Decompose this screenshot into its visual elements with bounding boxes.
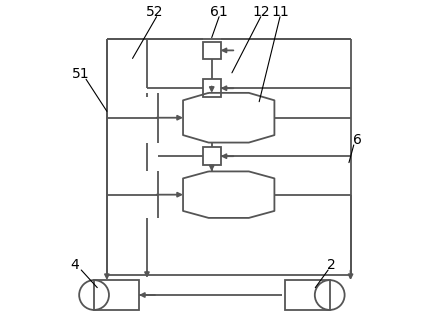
Text: 2: 2	[326, 258, 335, 272]
Text: 4: 4	[70, 258, 79, 272]
Bar	[202, 42, 220, 59]
Bar	[202, 80, 220, 97]
Text: 6: 6	[352, 133, 361, 147]
Text: 52: 52	[146, 5, 163, 19]
Bar	[284, 280, 329, 310]
Bar	[202, 147, 220, 165]
Bar	[94, 280, 138, 310]
Text: 61: 61	[210, 5, 227, 19]
Text: 51: 51	[72, 67, 90, 81]
Text: 11: 11	[270, 5, 288, 19]
Text: 12: 12	[251, 5, 269, 19]
